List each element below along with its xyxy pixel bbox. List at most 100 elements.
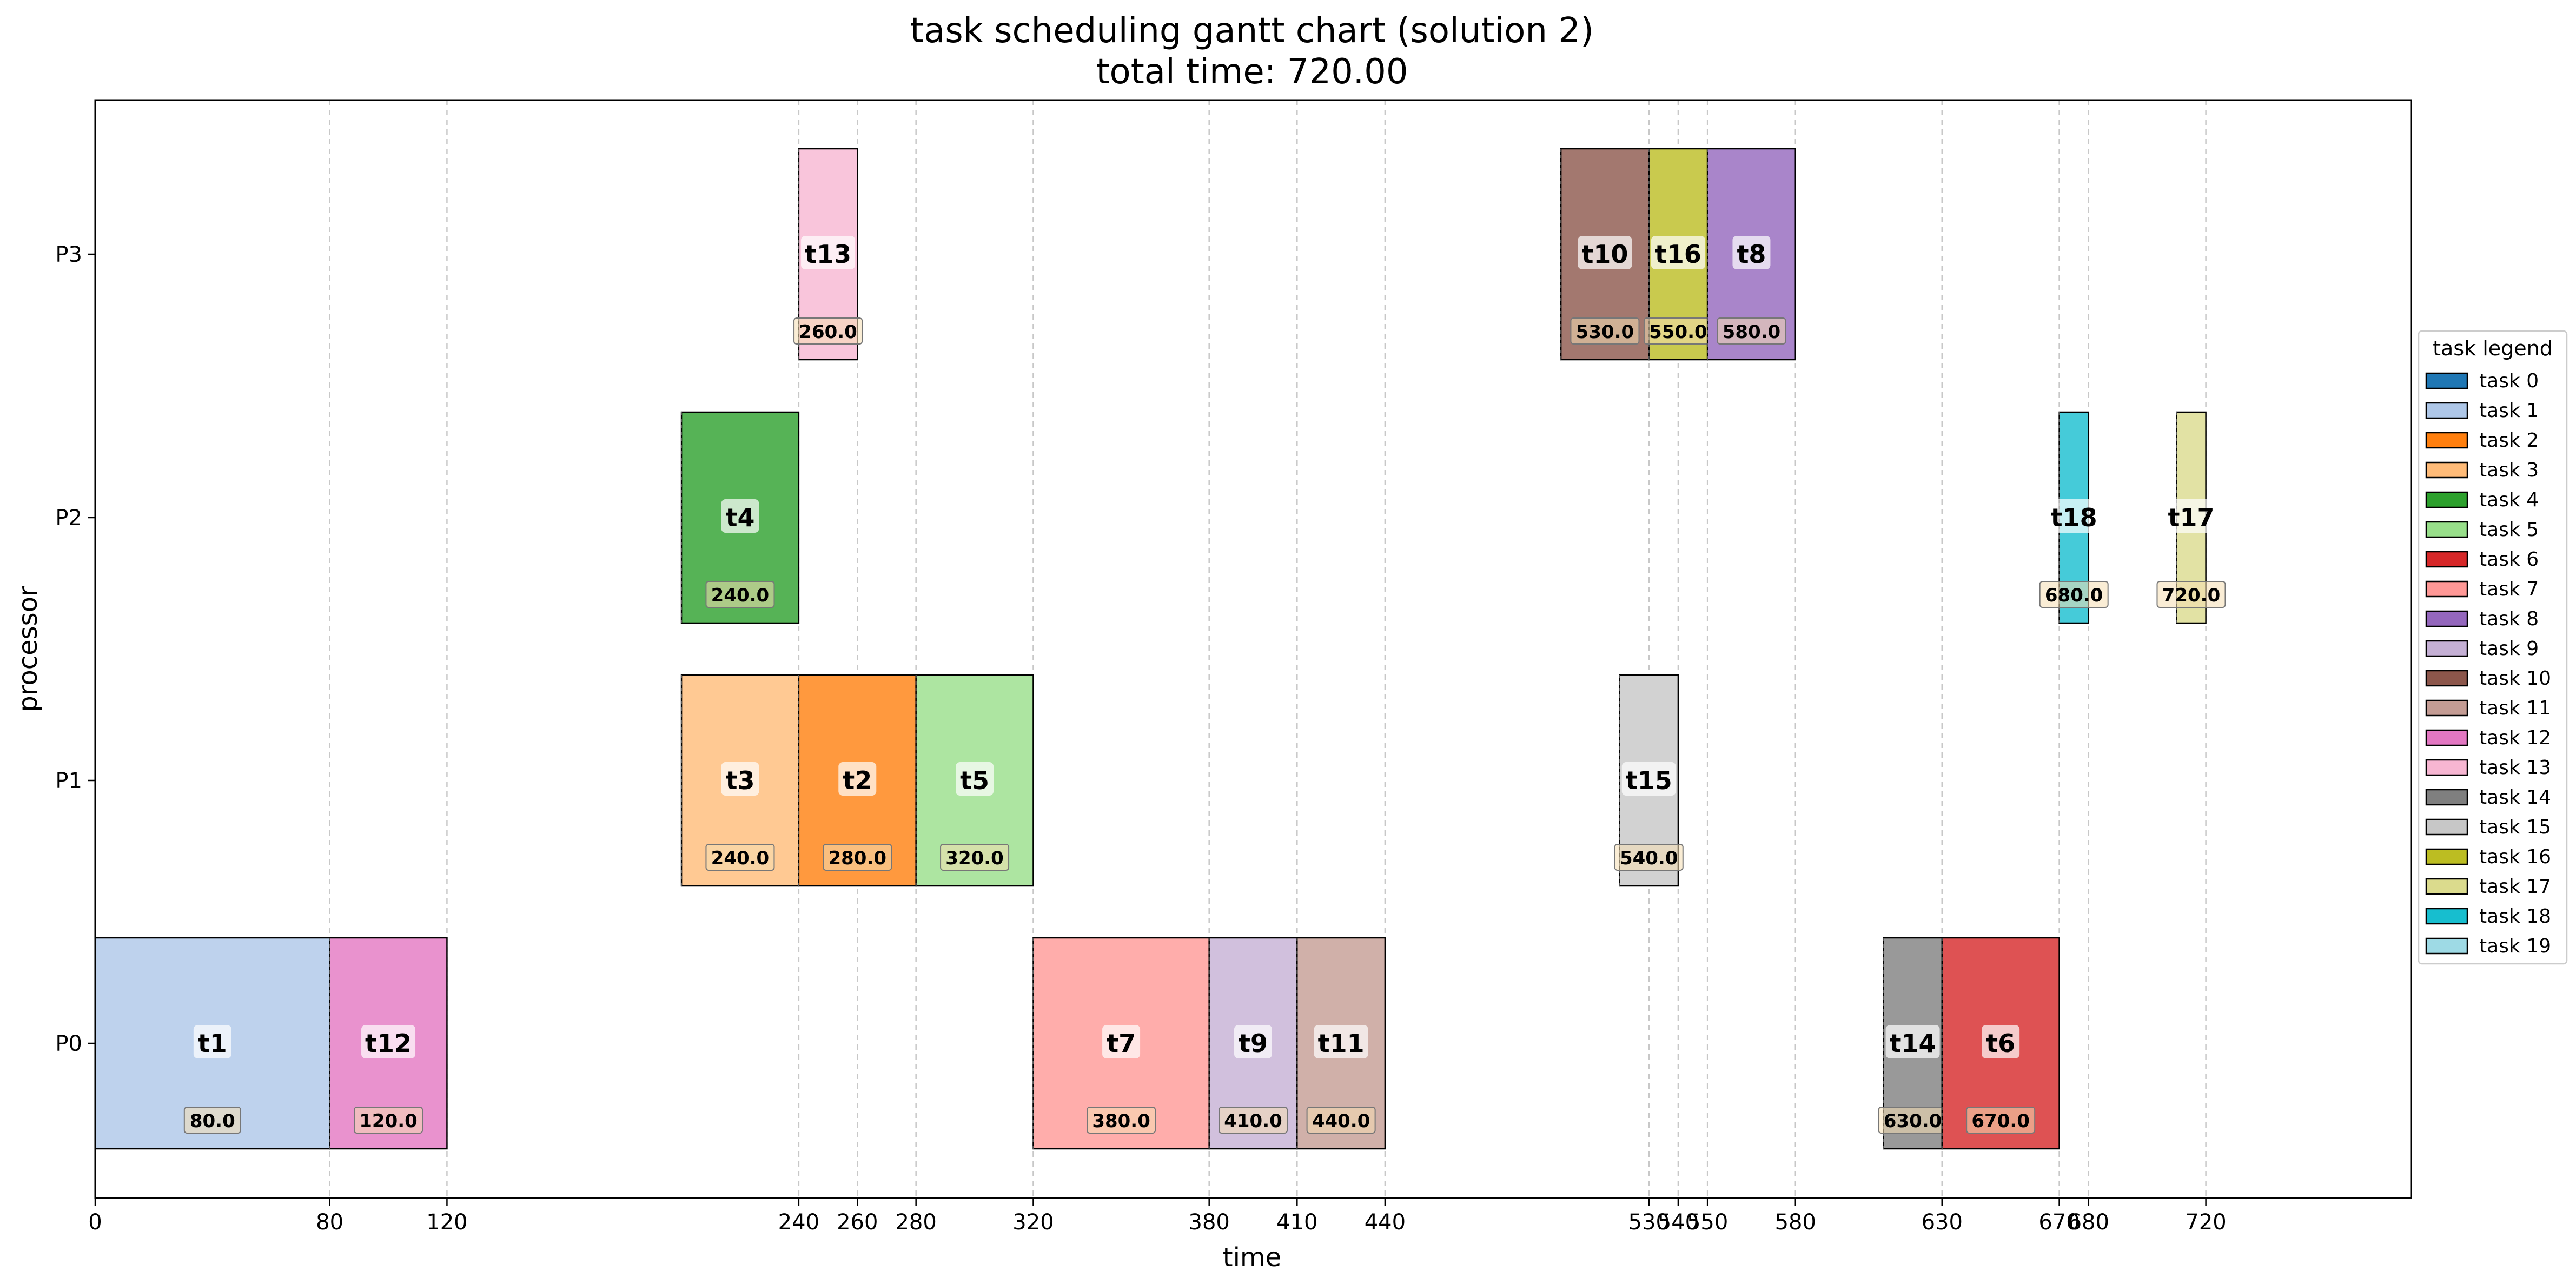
- legend: task legend task 0 task 1 task 2 task 3 task …: [2418, 330, 2568, 965]
- task-bar-t5: t5 320.0: [915, 674, 1034, 887]
- x-tick-label-680: 680: [2068, 1210, 2109, 1235]
- task-bar-t18: t18 680.0: [2039, 411, 2109, 624]
- end-time-label-t12: 120.0: [359, 1110, 418, 1132]
- end-time-label-t10: 530.0: [1576, 321, 1634, 343]
- bars-layer: t1 80.0 t12 120.0 t7 380.0 t9 410.0 t11 440.0 t14 6…: [94, 148, 2226, 1150]
- end-label-bg-t11: [1306, 1107, 1376, 1134]
- task-bar-t13: t13 260.0: [793, 148, 863, 361]
- chart-title: task scheduling gantt chart (solution 2): [910, 11, 1594, 51]
- legend-swatch-10: [2425, 670, 2468, 687]
- task-bar-t15: t15 540.0: [1614, 674, 1684, 887]
- task-label-t17: t17: [2168, 503, 2214, 532]
- y-axis: P0 P1 P2 P3: [55, 242, 95, 1056]
- end-label-bg-t4: [705, 581, 775, 608]
- task-bar-t7: t7 380.0: [1032, 937, 1210, 1150]
- task-label-bg-t3: [721, 762, 759, 796]
- legend-label-3: task 3: [2479, 459, 2539, 481]
- end-label-bg-t18: [2039, 581, 2109, 608]
- end-time-label-t9: 410.0: [1224, 1110, 1282, 1132]
- task-label-t5: t5: [960, 766, 989, 795]
- legend-label-13: task 13: [2479, 757, 2551, 779]
- legend-swatch-15: [2425, 818, 2468, 836]
- task-label-t4: t4: [725, 503, 754, 532]
- legend-label-16: task 16: [2479, 846, 2551, 868]
- x-tick-label-670: 670: [2038, 1210, 2080, 1235]
- legend-swatch-4: [2425, 491, 2468, 508]
- legend-swatch-0: [2425, 372, 2468, 389]
- end-time-label-t4: 240.0: [711, 585, 770, 606]
- end-label-bg-t15: [1614, 844, 1684, 871]
- end-label-bg-t2: [823, 844, 892, 871]
- task-label-t14: t14: [1890, 1029, 1936, 1058]
- task-label-bg-t16: [1651, 236, 1705, 269]
- legend-swatch-3: [2425, 461, 2468, 479]
- legend-swatch-18: [2425, 908, 2468, 925]
- task-label-bg-t10: [1578, 236, 1632, 269]
- task-label-t16: t16: [1655, 240, 1701, 269]
- x-tick-label-410: 410: [1276, 1210, 1317, 1235]
- end-label-bg-t17: [2156, 581, 2226, 608]
- x-tick-label-580: 580: [1775, 1210, 1816, 1235]
- task-label-t18: t18: [2051, 503, 2097, 532]
- task-label-t9: t9: [1239, 1029, 1268, 1058]
- end-label-bg-t12: [354, 1107, 423, 1134]
- end-label-bg-t7: [1087, 1107, 1156, 1134]
- legend-swatch-19: [2425, 937, 2468, 955]
- x-tick-label-440: 440: [1365, 1210, 1406, 1235]
- legend-swatch-14: [2425, 789, 2468, 806]
- legend-label-18: task 18: [2479, 905, 2551, 928]
- y-tick-label-P2: P2: [55, 506, 82, 531]
- x-tick-label-80: 80: [316, 1210, 343, 1235]
- x-tick-label-240: 240: [778, 1210, 819, 1235]
- legend-title: task legend: [2433, 336, 2553, 360]
- legend-label-12: task 12: [2479, 727, 2551, 749]
- task-label-bg-t14: [1885, 1025, 1940, 1058]
- task-label-t6: t6: [1986, 1029, 2015, 1058]
- end-time-label-t3: 240.0: [711, 848, 770, 869]
- task-label-t12: t12: [365, 1029, 412, 1058]
- end-time-label-t15: 540.0: [1620, 848, 1678, 869]
- end-label-bg-t8: [1717, 317, 1786, 345]
- task-label-t7: t7: [1107, 1029, 1136, 1058]
- legend-swatch-8: [2425, 610, 2468, 627]
- y-axis-label: processor: [13, 586, 43, 712]
- task-bar-t1: t1 80.0: [94, 937, 330, 1150]
- task-bar-t6: t6 670.0: [1941, 937, 2060, 1150]
- end-time-label-t13: 260.0: [799, 321, 857, 343]
- task-label-bg-t8: [1732, 236, 1771, 269]
- legend-swatch-11: [2425, 699, 2468, 717]
- legend-swatch-16: [2425, 848, 2468, 865]
- x-tick-label-120: 120: [426, 1210, 467, 1235]
- legend-swatch-7: [2425, 580, 2468, 598]
- task-label-t13: t13: [805, 240, 851, 269]
- plot-frame: [94, 99, 2412, 1199]
- end-label-bg-t9: [1219, 1107, 1288, 1134]
- legend-label-14: task 14: [2479, 786, 2551, 809]
- task-bar-t9: t9 410.0: [1208, 937, 1298, 1150]
- x-tick-label-720: 720: [2185, 1210, 2226, 1235]
- x-tick-label-630: 630: [1922, 1210, 1963, 1235]
- task-label-bg-t2: [838, 762, 877, 796]
- task-label-bg-t4: [721, 499, 759, 533]
- task-label-t3: t3: [725, 766, 754, 795]
- legend-label-2: task 2: [2479, 429, 2539, 452]
- y-tick-label-P0: P0: [55, 1031, 82, 1056]
- task-bar-t17: t17 720.0: [2156, 411, 2226, 624]
- task-label-t2: t2: [843, 766, 872, 795]
- end-time-label-t5: 320.0: [945, 848, 1004, 869]
- legend-label-7: task 7: [2479, 578, 2539, 600]
- legend-label-5: task 5: [2479, 519, 2539, 541]
- end-time-label-t17: 720.0: [2162, 585, 2221, 606]
- legend-label-9: task 9: [2479, 638, 2539, 660]
- end-label-bg-t6: [1966, 1107, 2036, 1134]
- chart-subtitle: total time: 720.00: [1096, 52, 1408, 92]
- task-label-bg-t9: [1234, 1025, 1272, 1058]
- legend-swatch-17: [2425, 878, 2468, 895]
- legend-label-0: task 0: [2479, 370, 2539, 392]
- legend-swatch-1: [2425, 402, 2468, 419]
- task-bar-t14: t14 630.0: [1878, 937, 1948, 1150]
- x-tick-label-380: 380: [1189, 1210, 1230, 1235]
- end-time-label-t11: 440.0: [1312, 1110, 1370, 1132]
- task-bar-t2: t2 280.0: [798, 674, 917, 887]
- x-axis-label: time: [1223, 1242, 1281, 1273]
